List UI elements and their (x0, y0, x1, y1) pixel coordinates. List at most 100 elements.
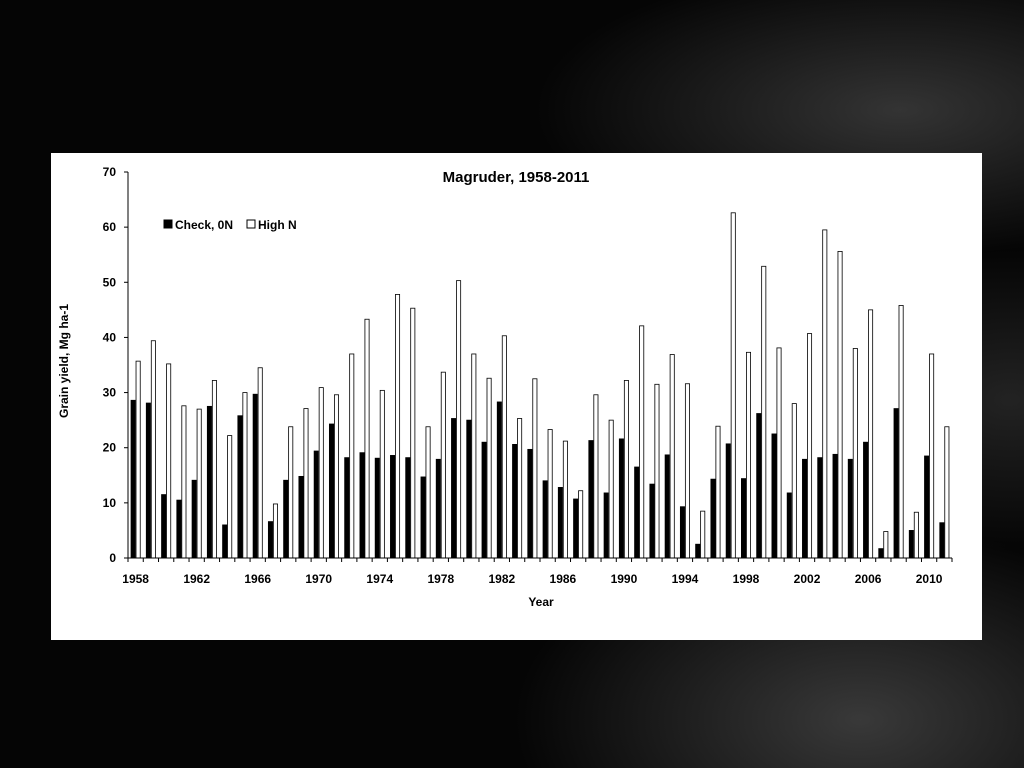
bar-highn (288, 426, 294, 559)
bar-highn (227, 435, 233, 559)
bar-highn (822, 229, 828, 559)
bar-check (756, 413, 762, 559)
x-tick-label: 1994 (672, 572, 699, 586)
bar-highn (791, 403, 797, 559)
bar-highn (166, 363, 172, 559)
bar-check (496, 401, 502, 559)
bar-check (771, 433, 777, 559)
bar-check (161, 494, 167, 559)
bar-highn (898, 305, 904, 559)
bar-highn (715, 425, 721, 559)
bar-highn (852, 348, 858, 559)
y-tick-label: 50 (103, 275, 117, 289)
bar-check (145, 402, 151, 559)
bar-check (298, 475, 304, 559)
bar-highn (318, 387, 324, 559)
bar-highn (440, 371, 446, 559)
bar-check (527, 448, 533, 559)
bar-highn (944, 426, 950, 559)
y-tick-label: 10 (103, 496, 117, 510)
bar-highn (425, 426, 431, 559)
bar-check (176, 499, 182, 559)
bar-highn (410, 307, 416, 559)
bar-check (420, 476, 426, 559)
bar-highn (730, 212, 736, 559)
bar-highn (913, 511, 919, 559)
legend-label-highn: High N (258, 218, 297, 232)
bar-highn (776, 347, 782, 559)
x-tick-label: 1966 (244, 572, 271, 586)
bar-check (283, 479, 289, 559)
bar-highn (578, 490, 584, 559)
bar-check (237, 415, 243, 559)
bar-highn (761, 265, 767, 559)
bar-highn (303, 408, 309, 559)
bar-check (344, 457, 350, 559)
bar-highn (272, 503, 278, 559)
x-tick-label: 1998 (733, 572, 760, 586)
bar-highn (181, 405, 187, 559)
x-tick-label: 2002 (794, 572, 821, 586)
y-tick-label: 60 (103, 220, 117, 234)
bar-check (557, 487, 563, 559)
x-tick-label: 2006 (855, 572, 882, 586)
bar-highn (639, 325, 645, 559)
bar-check (817, 457, 823, 559)
bar-highn (211, 380, 217, 559)
bar-highn (684, 383, 690, 559)
bar-check (664, 454, 670, 559)
bar-highn (532, 378, 538, 559)
bar-check (405, 457, 411, 559)
y-tick-label: 20 (103, 441, 117, 455)
bar-highn (395, 294, 401, 559)
bar-highn (517, 418, 523, 559)
x-tick-label: 1978 (427, 572, 454, 586)
bar-check (573, 498, 579, 559)
y-tick-label: 30 (103, 386, 117, 400)
y-tick-label: 70 (103, 165, 117, 179)
bar-check (893, 408, 899, 559)
bar-check (481, 441, 487, 559)
y-axis-title: Grain yield, Mg ha-1 (57, 304, 71, 418)
bar-check (588, 440, 594, 559)
bar-check (878, 548, 884, 559)
bar-highn (608, 419, 614, 559)
legend-swatch-highn (246, 219, 256, 229)
x-tick-label: 1962 (183, 572, 210, 586)
bar-highn (669, 354, 675, 559)
bar-highn (547, 429, 553, 559)
bar-check (924, 455, 930, 559)
bar-highn (135, 360, 141, 559)
bar-check (435, 458, 441, 559)
bar-highn (654, 383, 660, 559)
bar-highn (807, 333, 813, 559)
bar-check (542, 480, 548, 559)
bar-check (634, 466, 640, 559)
bar-highn (364, 318, 370, 559)
bar-check (695, 543, 701, 559)
bar-highn (883, 531, 889, 559)
bar-highn (700, 510, 706, 559)
x-tick-label: 2010 (916, 572, 943, 586)
bar-highn (837, 251, 843, 559)
bar-highn (501, 335, 507, 559)
bar-check (863, 441, 869, 559)
bar-check (847, 458, 853, 559)
bar-check (802, 458, 808, 559)
x-axis-title: Year (528, 595, 554, 609)
bar-check (206, 405, 212, 559)
x-tick-label: 1982 (489, 572, 516, 586)
chart-title: Magruder, 1958-2011 (443, 169, 590, 186)
bar-check (267, 521, 273, 559)
legend: Check, 0N High N (163, 218, 297, 232)
bar-highn (242, 392, 248, 559)
x-tick-label: 1958 (122, 572, 149, 586)
bar-check (741, 478, 747, 559)
bar-highn (929, 353, 935, 559)
bar-check (390, 455, 396, 559)
bar-highn (257, 367, 263, 559)
x-tick-label: 1974 (366, 572, 393, 586)
bar-check (359, 452, 365, 559)
x-tick-label: 1970 (305, 572, 332, 586)
bar-highn (456, 280, 462, 559)
